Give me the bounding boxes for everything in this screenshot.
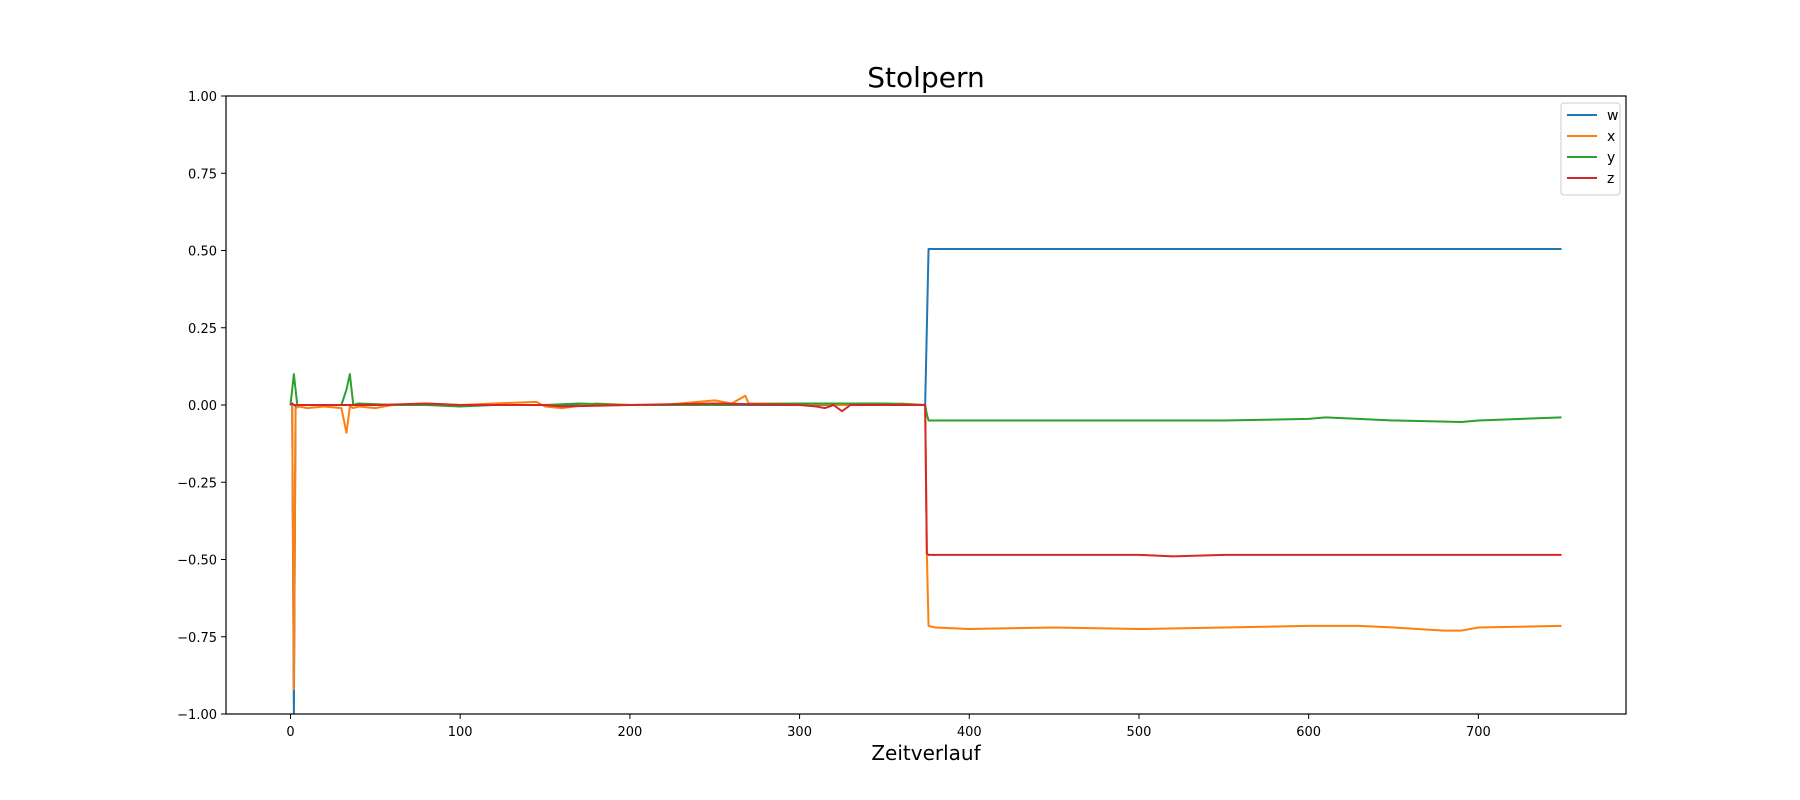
legend-label-w: w [1607, 108, 1618, 124]
x-tick-label: 700 [1466, 725, 1491, 740]
y-tick-label: 0.50 [188, 245, 217, 260]
y-tick-label: 0.75 [188, 167, 217, 182]
y-tick-label: −0.50 [177, 554, 217, 569]
chart-title: Stolpern [867, 61, 984, 94]
y-axis: −1.00 −0.75 −0.50 −0.25 0.00 0.25 0.50 0.75 1.00 [177, 90, 226, 723]
x-tick-label: 0 [286, 725, 294, 740]
y-tick-label: 0.25 [188, 322, 217, 337]
legend-label-y: y [1607, 150, 1615, 166]
plot-area [289, 247, 1562, 714]
series-line-x [289, 394, 1562, 691]
legend-label-z: z [1607, 171, 1614, 187]
x-axis-label: Zeitverlauf [871, 741, 981, 765]
y-tick-label: 0.00 [188, 399, 217, 414]
x-tick-label: 200 [617, 725, 642, 740]
y-tick-label: 1.00 [188, 90, 217, 105]
x-tick-label: 500 [1127, 725, 1152, 740]
x-tick-label: 100 [448, 725, 473, 740]
legend-box [1560, 102, 1621, 196]
y-tick-label: −0.25 [177, 476, 217, 491]
x-axis: 0 100 200 300 400 500 600 700 [286, 714, 1491, 740]
y-tick-label: −1.00 [177, 708, 217, 723]
x-tick-label: 600 [1296, 725, 1321, 740]
x-tick-label: 300 [787, 725, 812, 740]
legend-label-x: x [1607, 129, 1615, 145]
series-line-z [289, 402, 1562, 558]
y-tick-label: −0.75 [177, 631, 217, 646]
x-tick-label: 400 [957, 725, 982, 740]
